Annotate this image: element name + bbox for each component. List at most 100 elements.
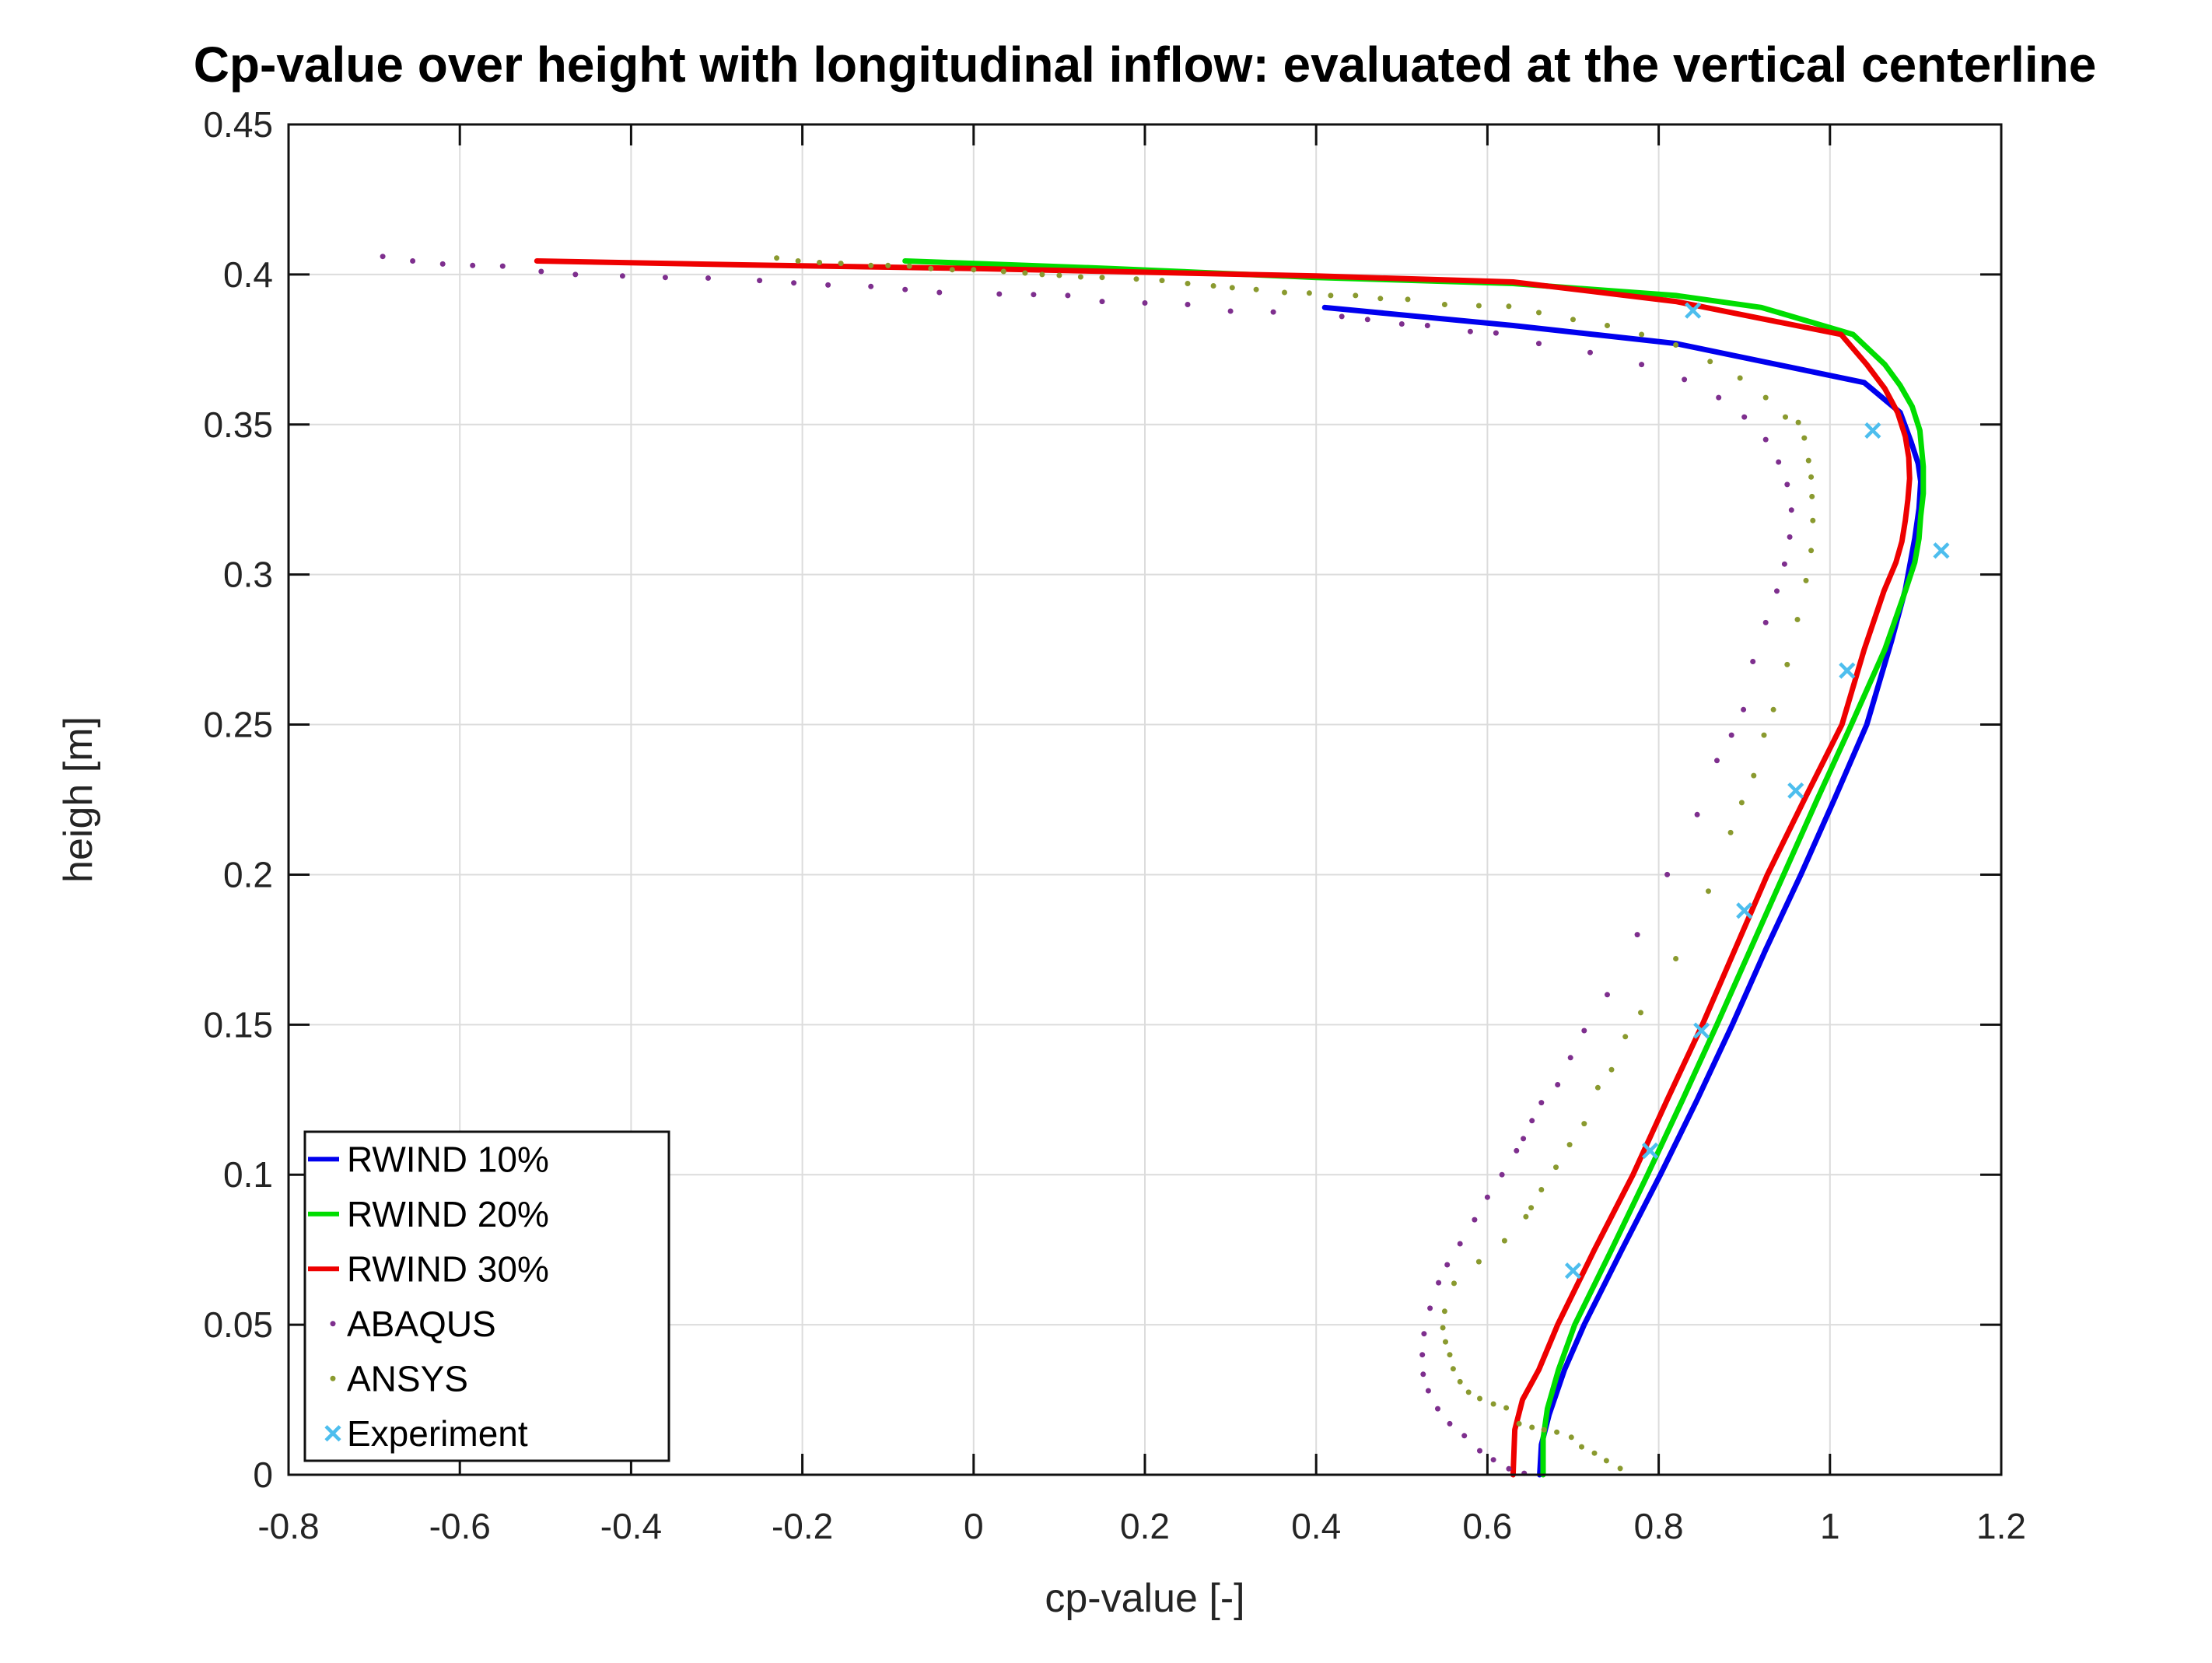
x-tick-label: 0.6 — [1462, 1506, 1512, 1546]
series-line — [534, 258, 1913, 1478]
data-dot — [868, 262, 874, 268]
data-dot — [1490, 1457, 1496, 1463]
x-tick-label: -0.4 — [600, 1506, 662, 1546]
x-tick-label: 0 — [964, 1506, 984, 1546]
legend: RWIND 10% RWIND 20% RWIND 30% ABAQUS ANSYS Ex… — [303, 1130, 670, 1462]
data-dot — [410, 258, 416, 264]
data-dot — [1776, 459, 1782, 465]
data-dot — [1738, 800, 1745, 806]
data-dot — [1809, 493, 1815, 499]
data-dot — [1444, 1262, 1451, 1268]
data-dot — [1795, 419, 1801, 425]
data-dot — [1501, 1238, 1507, 1244]
legend-label: RWIND 20% — [347, 1194, 549, 1234]
data-dot — [1419, 1352, 1426, 1358]
data-dot — [1506, 1465, 1512, 1472]
chart-title: Cp-value over height with longitudinal i… — [194, 37, 2097, 93]
data-dot — [1282, 289, 1287, 296]
data-dot — [1253, 286, 1259, 292]
legend-label: RWIND 10% — [347, 1139, 549, 1179]
data-dot — [1762, 436, 1769, 443]
data-dot — [1553, 1164, 1559, 1171]
data-dot — [1529, 1118, 1535, 1124]
data-dot — [1185, 302, 1191, 307]
data-dot — [1133, 276, 1139, 282]
x-marker — [1933, 542, 1950, 559]
data-dot — [1514, 1147, 1520, 1154]
data-dot — [1516, 1420, 1522, 1427]
x-tick-label: -0.6 — [429, 1506, 491, 1546]
axes — [287, 123, 2003, 1476]
data-dot — [838, 261, 844, 267]
data-dot — [1435, 1406, 1440, 1412]
data-dot — [1056, 272, 1062, 278]
data-dot — [949, 267, 955, 273]
data-dot — [1022, 270, 1028, 276]
data-dot — [885, 262, 891, 268]
data-dot — [1440, 1325, 1446, 1331]
legend-label: ABAQUS — [347, 1304, 496, 1344]
data-dot — [1770, 706, 1776, 712]
legend-dot-sample — [330, 1375, 336, 1381]
data-dot — [1751, 772, 1757, 779]
data-dot — [1784, 661, 1790, 667]
x-tick-label: 0.8 — [1634, 1506, 1684, 1546]
data-dot — [1761, 732, 1767, 738]
data-dot — [1566, 1142, 1573, 1148]
data-dot — [1750, 659, 1756, 664]
data-dot — [1451, 1280, 1457, 1287]
data-dot — [1781, 561, 1787, 567]
x-tick-label: 1 — [1820, 1506, 1840, 1546]
data-dot — [1499, 1171, 1505, 1178]
data-dot — [499, 263, 506, 269]
data-dot — [1808, 474, 1815, 480]
data-dot — [1638, 1010, 1643, 1016]
series-ansys — [774, 255, 1816, 1472]
data-dot — [902, 286, 908, 292]
legend-box — [303, 1130, 670, 1462]
x-marker — [1564, 1262, 1582, 1280]
x-tick-label: 1.2 — [1976, 1506, 2026, 1546]
data-dot — [1493, 330, 1499, 336]
y-tick-label: 0.1 — [223, 1154, 273, 1195]
legend-label: Experiment — [347, 1413, 528, 1454]
x-marker — [1685, 302, 1702, 319]
data-dot — [572, 271, 579, 278]
data-dot — [1457, 1378, 1463, 1385]
series-experiment — [1564, 302, 1950, 1280]
data-dot — [1788, 507, 1794, 513]
data-dot — [470, 262, 476, 268]
data-dot — [1536, 341, 1542, 347]
data-dot — [1608, 1066, 1615, 1073]
data-dot — [1328, 292, 1334, 299]
data-dot — [1099, 299, 1105, 305]
data-dot — [1594, 1084, 1601, 1091]
series-line — [902, 258, 1927, 1478]
data-dot — [1528, 1205, 1535, 1211]
data-dot — [1673, 342, 1679, 348]
data-dot — [1694, 811, 1700, 817]
data-dot — [1538, 1187, 1545, 1192]
data-dot — [757, 278, 763, 284]
data-dot — [1503, 1405, 1510, 1411]
data-dot — [1762, 619, 1769, 625]
data-dot — [1447, 1352, 1453, 1358]
y-tick-label: 0.3 — [223, 555, 273, 595]
data-dot — [1421, 1331, 1427, 1337]
legend-item-abaqus: ABAQUS — [330, 1304, 496, 1344]
legend-item-rwind-10: RWIND 10% — [308, 1139, 549, 1179]
x-axis-label: cp-value [-] — [1045, 1576, 1244, 1621]
data-dot — [1443, 1339, 1448, 1345]
data-dot — [1210, 283, 1216, 289]
data-dot — [1737, 375, 1743, 381]
data-series — [380, 254, 1950, 1478]
data-dot — [1159, 278, 1165, 284]
data-dot — [1622, 1034, 1629, 1040]
data-dot — [1475, 1259, 1482, 1265]
data-dot — [1467, 328, 1473, 334]
legend-item-ansys: ANSYS — [330, 1358, 468, 1399]
data-dot — [1810, 517, 1816, 523]
y-tick-label: 0 — [253, 1455, 273, 1495]
data-dot — [1634, 932, 1640, 938]
